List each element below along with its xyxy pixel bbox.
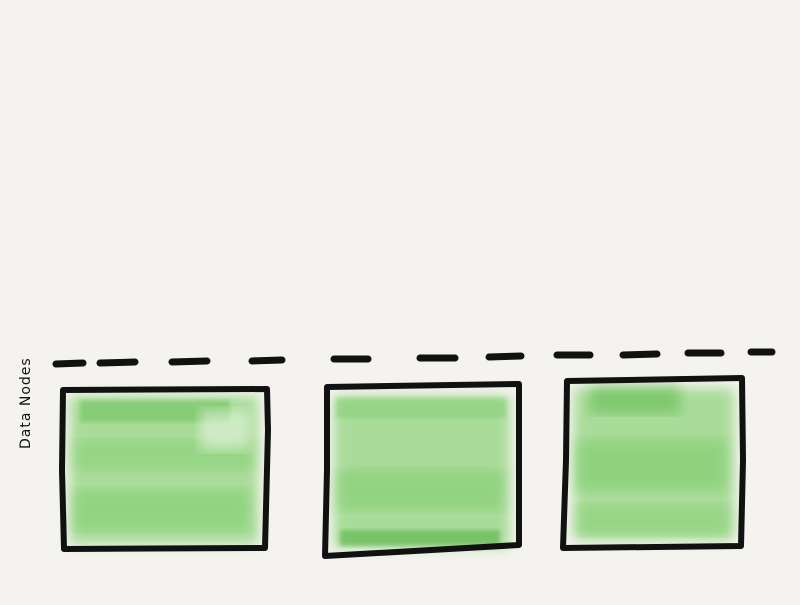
dashed-separator bbox=[52, 348, 776, 368]
node-3-border bbox=[560, 375, 746, 551]
data-node-2 bbox=[322, 381, 522, 559]
node-3-green-wash bbox=[574, 386, 734, 540]
node-1-green-wash bbox=[70, 396, 258, 544]
data-nodes-label: Data Nodes bbox=[18, 357, 34, 449]
data-node-3 bbox=[560, 375, 746, 551]
data-node-1 bbox=[59, 386, 271, 552]
node-2-border bbox=[322, 381, 522, 559]
node-1-border bbox=[59, 386, 271, 552]
node-2-green-wash bbox=[334, 396, 510, 548]
